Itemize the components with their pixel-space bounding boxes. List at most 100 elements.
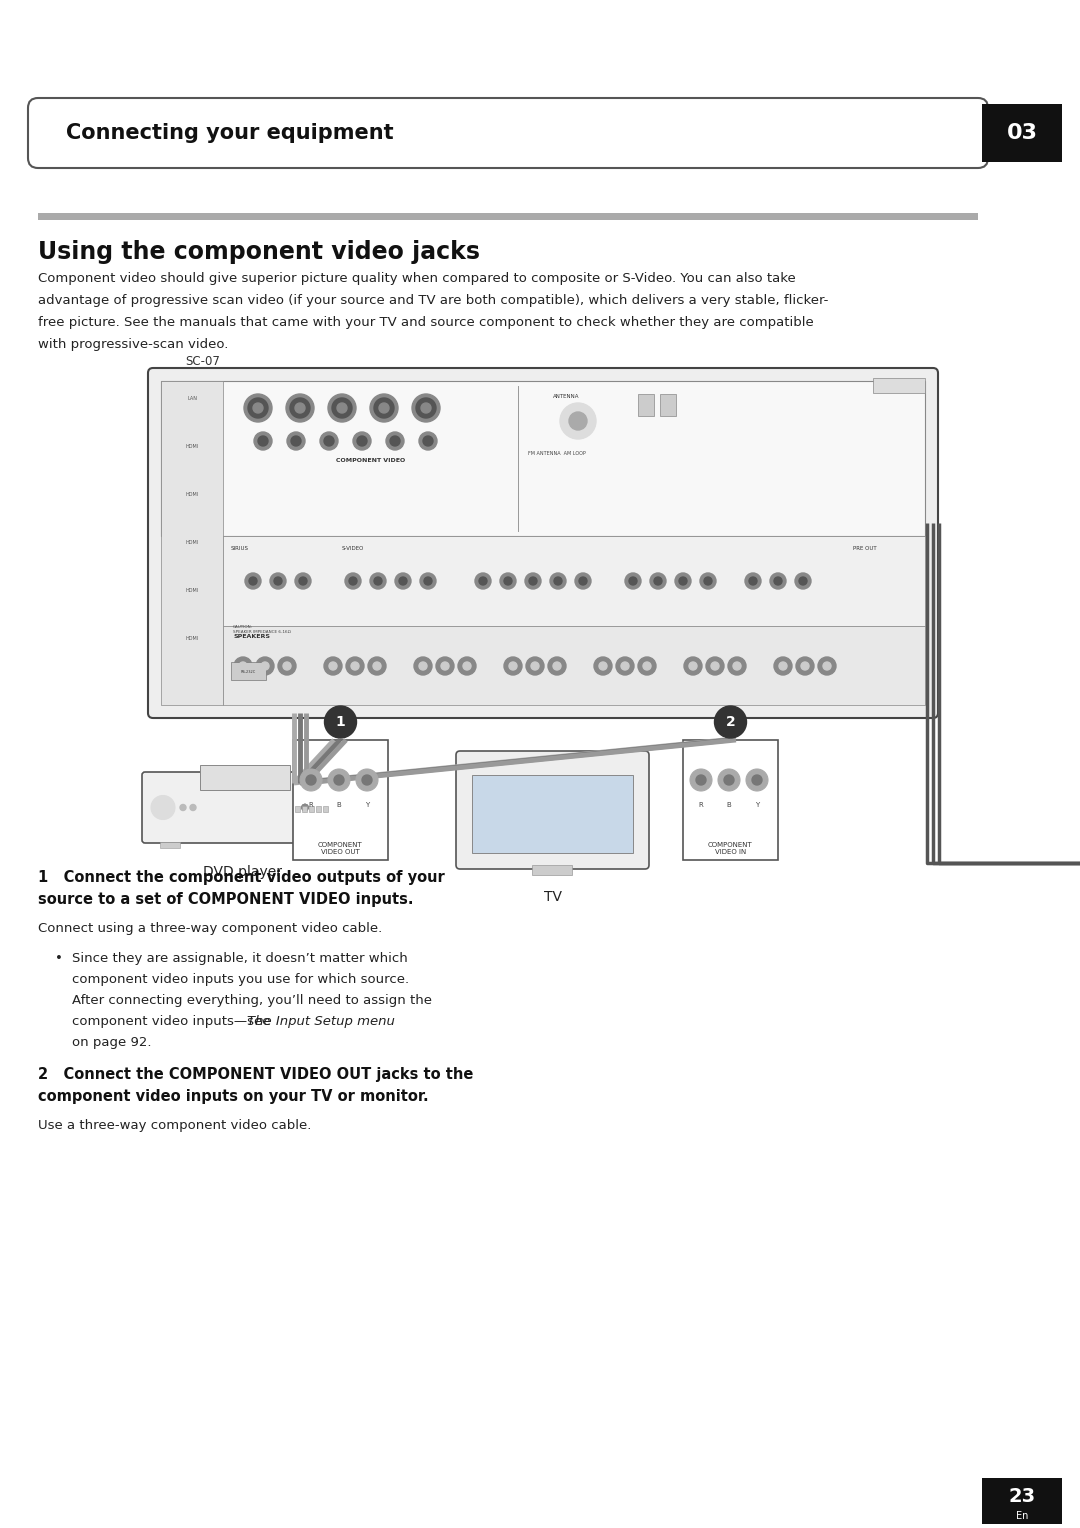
Circle shape — [796, 657, 814, 675]
Circle shape — [684, 657, 702, 675]
Circle shape — [526, 657, 544, 675]
Circle shape — [270, 573, 286, 588]
Circle shape — [374, 578, 382, 585]
Text: B: B — [727, 802, 731, 808]
Bar — [293, 740, 388, 860]
Text: S-VIDEO: S-VIDEO — [341, 545, 364, 552]
Circle shape — [399, 578, 407, 585]
Circle shape — [480, 578, 487, 585]
Circle shape — [575, 573, 591, 588]
Circle shape — [386, 432, 404, 451]
Circle shape — [529, 578, 537, 585]
Circle shape — [180, 805, 186, 810]
Circle shape — [690, 769, 712, 792]
Circle shape — [245, 573, 261, 588]
Circle shape — [295, 573, 311, 588]
Circle shape — [774, 578, 782, 585]
Circle shape — [287, 432, 305, 451]
Text: Use a three-way component video cable.: Use a three-way component video cable. — [38, 1118, 311, 1132]
Circle shape — [302, 805, 308, 810]
Text: FM ANTENNA  AM LOOP: FM ANTENNA AM LOOP — [528, 451, 585, 455]
Circle shape — [689, 662, 697, 669]
Circle shape — [278, 657, 296, 675]
FancyBboxPatch shape — [148, 368, 939, 718]
Circle shape — [629, 578, 637, 585]
Circle shape — [249, 578, 257, 585]
Bar — [231, 662, 266, 680]
Bar — [222, 536, 924, 626]
Circle shape — [291, 397, 310, 419]
Circle shape — [679, 578, 687, 585]
Circle shape — [746, 769, 768, 792]
Circle shape — [770, 573, 786, 588]
Circle shape — [353, 432, 372, 451]
Circle shape — [368, 657, 386, 675]
Bar — [532, 865, 572, 876]
Bar — [161, 380, 222, 704]
Circle shape — [390, 435, 400, 446]
Circle shape — [818, 657, 836, 675]
Text: HDMI: HDMI — [186, 636, 199, 640]
Circle shape — [436, 657, 454, 675]
Bar — [873, 377, 924, 393]
Circle shape — [553, 662, 561, 669]
Circle shape — [357, 435, 367, 446]
Circle shape — [424, 578, 432, 585]
Circle shape — [274, 578, 282, 585]
Circle shape — [525, 573, 541, 588]
Circle shape — [594, 657, 612, 675]
Text: Connect using a three-way component video cable.: Connect using a three-way component vide… — [38, 921, 382, 935]
Text: HDMI: HDMI — [186, 492, 199, 497]
Circle shape — [554, 578, 562, 585]
Circle shape — [411, 394, 440, 422]
Circle shape — [283, 662, 291, 669]
Circle shape — [752, 775, 762, 785]
Circle shape — [650, 573, 666, 588]
Circle shape — [561, 403, 596, 439]
Circle shape — [248, 397, 268, 419]
Text: source to a set of COMPONENT VIDEO inputs.: source to a set of COMPONENT VIDEO input… — [38, 892, 414, 908]
Circle shape — [706, 657, 724, 675]
Circle shape — [643, 662, 651, 669]
Circle shape — [531, 662, 539, 669]
Text: advantage of progressive scan video (if your source and TV are both compatible),: advantage of progressive scan video (if … — [38, 293, 828, 307]
Bar — [638, 394, 654, 416]
Text: R: R — [699, 802, 703, 808]
Text: with progressive-scan video.: with progressive-scan video. — [38, 338, 228, 351]
Text: SPEAKERS: SPEAKERS — [233, 634, 270, 639]
Bar — [472, 775, 633, 853]
Text: PRE OUT: PRE OUT — [853, 545, 877, 552]
Bar — [302, 805, 307, 811]
Bar — [982, 104, 1062, 162]
Circle shape — [724, 775, 734, 785]
Circle shape — [715, 706, 746, 738]
Bar — [305, 842, 325, 848]
Circle shape — [423, 435, 433, 446]
FancyBboxPatch shape — [141, 772, 343, 843]
Circle shape — [414, 657, 432, 675]
Circle shape — [416, 397, 436, 419]
Circle shape — [654, 578, 662, 585]
Circle shape — [504, 657, 522, 675]
Text: free picture. See the manuals that came with your TV and source component to che: free picture. See the manuals that came … — [38, 316, 813, 329]
Circle shape — [616, 657, 634, 675]
Circle shape — [286, 394, 314, 422]
Circle shape — [329, 662, 337, 669]
Circle shape — [356, 769, 378, 792]
Circle shape — [728, 657, 746, 675]
Bar — [316, 805, 321, 811]
Text: 2: 2 — [726, 715, 735, 729]
Text: RS-232C: RS-232C — [241, 669, 256, 674]
Text: Using the component video jacks: Using the component video jacks — [38, 240, 480, 264]
Circle shape — [300, 769, 322, 792]
Text: 23: 23 — [1009, 1487, 1036, 1505]
Circle shape — [441, 662, 449, 669]
Circle shape — [696, 775, 706, 785]
Circle shape — [379, 403, 389, 413]
Circle shape — [362, 775, 372, 785]
Circle shape — [324, 435, 334, 446]
Circle shape — [374, 397, 394, 419]
Circle shape — [675, 573, 691, 588]
Circle shape — [504, 578, 512, 585]
Circle shape — [324, 657, 342, 675]
